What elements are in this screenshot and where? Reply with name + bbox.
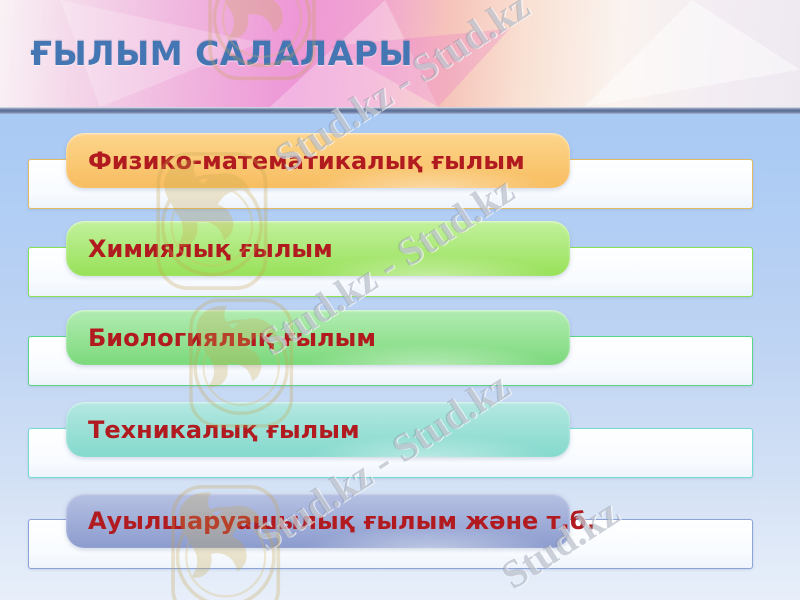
header-divider [0, 107, 800, 114]
list-item: Ауылшаруашылық ғылым және т.б. [0, 493, 800, 583]
item-chip: Биологиялық ғылым [66, 310, 570, 365]
list-item: Техникалық ғылым [0, 402, 800, 492]
item-label: Ауылшаруашылық ғылым және т.б. [88, 506, 596, 535]
item-label: Физико-математикалық ғылым [88, 146, 525, 175]
header-facet [584, 0, 800, 107]
item-chip: Техникалық ғылым [66, 402, 570, 457]
item-chip: Ауылшаруашылық ғылым және т.б. [66, 493, 596, 548]
page-title: ҒЫЛЫМ САЛАЛАРЫ [30, 34, 414, 73]
list-item: Биологиялық ғылым [0, 310, 800, 400]
item-label: Техникалық ғылым [88, 415, 360, 444]
item-label: Биологиялық ғылым [88, 323, 376, 352]
list-item: Химиялық ғылым [0, 221, 800, 311]
list-item: Физико-математикалық ғылым [0, 133, 800, 223]
item-chip: Физико-математикалық ғылым [66, 133, 570, 188]
item-label: Химиялық ғылым [88, 234, 333, 263]
item-chip: Химиялық ғылым [66, 221, 570, 276]
